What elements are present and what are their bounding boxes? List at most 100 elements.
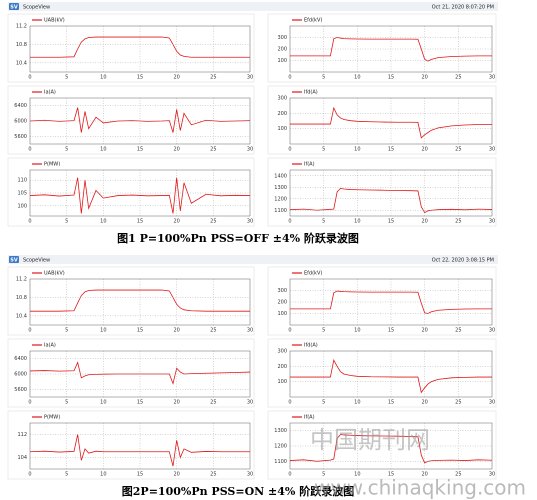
- x-tick-label: 25: [455, 400, 461, 406]
- x-tick-label: 30: [247, 328, 253, 334]
- trace: [290, 37, 492, 62]
- x-tick-label: 25: [455, 75, 461, 81]
- x-tick-label: 10: [354, 75, 360, 81]
- legend-label: P(MW): [44, 415, 60, 421]
- x-tick-label: 30: [247, 472, 253, 478]
- y-tick-label: 110: [17, 178, 27, 184]
- y-tick-label: 10.4: [16, 60, 27, 66]
- x-tick-label: 25: [210, 400, 216, 406]
- y-tick-label: 105: [17, 191, 27, 197]
- legend-label: P(MW): [44, 162, 60, 168]
- trace: [290, 106, 493, 139]
- y-tick-label: 1400: [274, 173, 287, 179]
- x-tick-label: 0: [28, 147, 31, 153]
- x-tick-label: 25: [455, 219, 461, 225]
- x-tick-label: 0: [288, 75, 291, 81]
- y-tick-label: 100: [277, 311, 287, 317]
- badge-text: SV: [10, 257, 18, 263]
- trace: [29, 434, 250, 467]
- y-tick-label: 1100: [274, 208, 287, 214]
- x-tick-label: 10: [100, 75, 106, 81]
- y-tick-label: 5600: [14, 134, 27, 140]
- x-tick-label: 25: [210, 328, 216, 334]
- trace: [30, 289, 250, 312]
- watermark-url: www.chinaqking.com: [314, 476, 526, 500]
- x-tick-label: 25: [210, 219, 216, 225]
- x-tick-label: 10: [100, 219, 106, 225]
- x-tick-label: 20: [421, 328, 427, 334]
- x-tick-label: 15: [137, 75, 143, 81]
- y-tick-label: 1200: [274, 196, 287, 202]
- legend-label: UAB(kV): [44, 18, 65, 24]
- x-tick-label: 5: [322, 75, 325, 81]
- x-tick-label: 5: [65, 147, 68, 153]
- panel: [7, 266, 255, 336]
- trace: [289, 187, 493, 214]
- legend-label: Ifd(A): [304, 343, 318, 349]
- x-tick-label: 20: [173, 328, 179, 334]
- x-tick-label: 20: [173, 219, 179, 225]
- panel: [267, 338, 497, 408]
- x-tick-label: 30: [247, 75, 253, 81]
- badge: [9, 3, 19, 10]
- panel: [267, 85, 497, 155]
- app-name: ScopeView: [23, 4, 50, 10]
- x-tick-label: 25: [210, 472, 216, 478]
- trace: [290, 290, 492, 314]
- y-tick-label: 1300: [274, 428, 287, 434]
- y-tick-label: 6000: [14, 372, 27, 378]
- y-tick-label: 200: [277, 364, 287, 370]
- panel: [7, 85, 255, 155]
- legend-label: Ifd(A): [304, 90, 318, 96]
- x-tick-label: 15: [388, 472, 394, 478]
- x-tick-label: 5: [65, 472, 68, 478]
- x-tick-label: 0: [288, 472, 291, 478]
- x-tick-label: 20: [173, 75, 179, 81]
- x-tick-label: 15: [388, 219, 394, 225]
- trace: [30, 36, 250, 58]
- header-bar: [8, 2, 498, 11]
- x-tick-label: 10: [354, 400, 360, 406]
- x-tick-label: 0: [28, 472, 31, 478]
- x-tick-label: 20: [421, 400, 427, 406]
- x-tick-label: 15: [137, 472, 143, 478]
- y-tick-label: 300: [277, 35, 287, 41]
- y-tick-label: 300: [277, 96, 287, 102]
- badge: [9, 256, 19, 263]
- y-tick-label: 6400: [14, 103, 27, 109]
- x-tick-label: 10: [354, 147, 360, 153]
- x-tick-label: 30: [489, 147, 495, 153]
- x-tick-label: 10: [100, 400, 106, 406]
- caption: 图1 P=100%Pn PSS=OFF ±4% 阶跃录波图: [117, 231, 359, 245]
- x-tick-label: 0: [288, 400, 291, 406]
- x-tick-label: 5: [65, 75, 68, 81]
- x-tick-label: 10: [354, 328, 360, 334]
- y-tick-label: 112: [17, 432, 27, 438]
- x-tick-label: 5: [65, 219, 68, 225]
- trace: [29, 177, 251, 214]
- panel: [7, 13, 255, 83]
- panel: [267, 13, 497, 83]
- y-tick-label: 100: [277, 379, 287, 385]
- x-tick-label: 0: [288, 219, 291, 225]
- x-tick-label: 15: [137, 400, 143, 406]
- y-tick-label: 11.2: [16, 24, 27, 30]
- y-tick-label: 10.4: [16, 313, 27, 319]
- x-tick-label: 20: [173, 400, 179, 406]
- x-tick-label: 5: [65, 328, 68, 334]
- watermark-logo: 中国期刊网: [310, 426, 430, 454]
- timestamp: Oct 21, 2020 8:07:20 PM: [432, 4, 494, 10]
- x-tick-label: 15: [137, 328, 143, 334]
- x-tick-label: 5: [322, 328, 325, 334]
- legend-label: Efd(kV): [304, 18, 322, 24]
- trace: [290, 359, 492, 394]
- x-tick-label: 20: [173, 472, 179, 478]
- x-tick-label: 20: [421, 219, 427, 225]
- x-tick-label: 5: [322, 147, 325, 153]
- y-tick-label: 6000: [14, 119, 27, 125]
- x-tick-label: 0: [28, 400, 31, 406]
- x-tick-label: 0: [28, 328, 31, 334]
- timestamp: Oct 22, 2020 3:08:15 PM: [432, 257, 494, 263]
- y-tick-label: 1200: [274, 444, 287, 450]
